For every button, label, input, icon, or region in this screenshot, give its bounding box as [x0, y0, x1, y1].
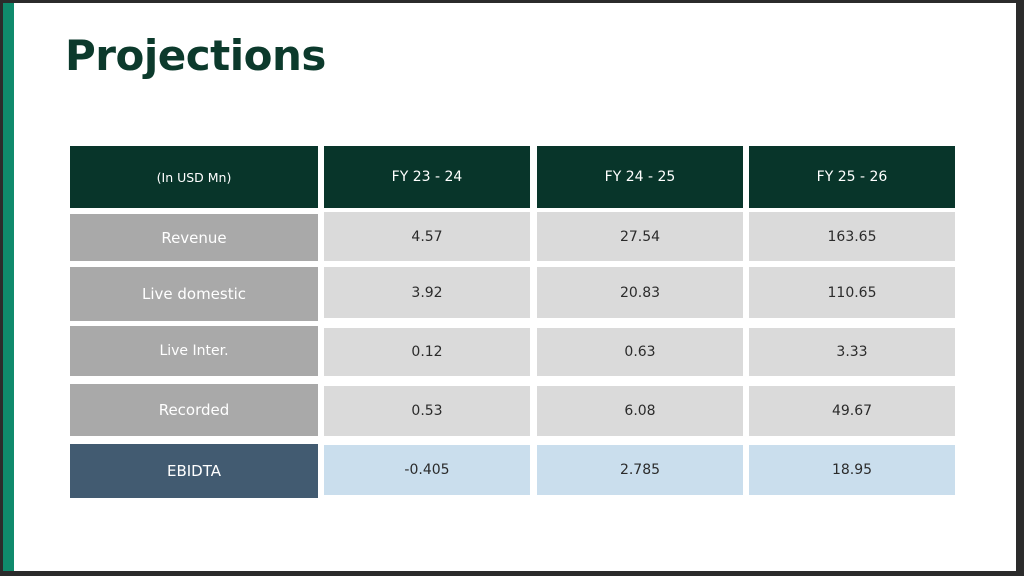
table-cell: 0.63	[537, 328, 743, 376]
header-fy-23-24: FY 23 - 24	[324, 146, 530, 208]
row-label-revenue: Revenue	[70, 214, 318, 261]
slide-title: Projections	[65, 31, 326, 80]
table-cell: 0.53	[324, 386, 530, 436]
table-cell: 0.12	[324, 328, 530, 376]
row-label-live-domestic: Live domestic	[70, 267, 318, 321]
table-cell: 4.57	[324, 212, 530, 261]
header-fy-25-26: FY 25 - 26	[749, 146, 955, 208]
row-label-ebidta: EBIDTA	[70, 444, 318, 498]
table-cell: 20.83	[537, 267, 743, 318]
table-cell: 2.785	[537, 445, 743, 495]
table-cell: -0.405	[324, 445, 530, 495]
accent-bar	[3, 3, 17, 571]
table-cell: 3.33	[749, 328, 955, 376]
table-cell: 6.08	[537, 386, 743, 436]
slide: Projections (In USD Mn) FY 23 - 24 FY 24…	[3, 3, 1016, 571]
table-cell: 3.92	[324, 267, 530, 318]
header-units-cell: (In USD Mn)	[70, 146, 318, 208]
table-cell: 163.65	[749, 212, 955, 261]
table-cell: 49.67	[749, 386, 955, 436]
table-cell: 27.54	[537, 212, 743, 261]
row-label-live-inter: Live Inter.	[70, 326, 318, 376]
table-cell: 110.65	[749, 267, 955, 318]
row-label-recorded: Recorded	[70, 384, 318, 436]
table-cell: 18.95	[749, 445, 955, 495]
header-fy-24-25: FY 24 - 25	[537, 146, 743, 208]
